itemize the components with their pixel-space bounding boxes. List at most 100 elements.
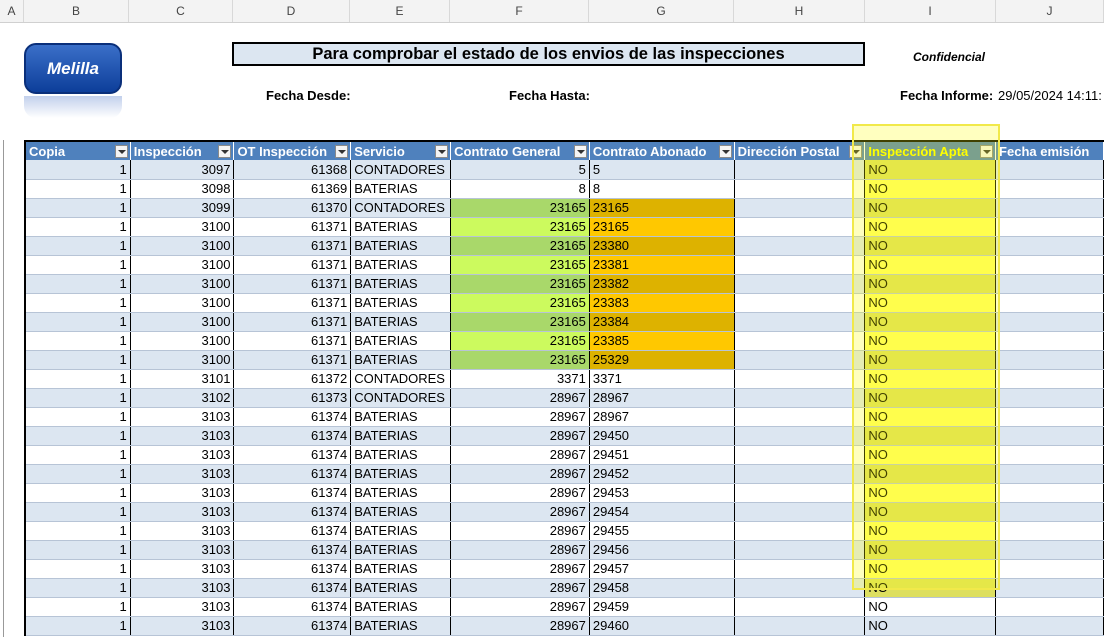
filter-dropdown-icon[interactable] — [335, 145, 349, 158]
cell-fecha-emision[interactable] — [995, 464, 1104, 484]
cell-contrato-abonado[interactable]: 29455 — [589, 521, 735, 541]
cell-ot-inspeccion[interactable]: 61374 — [233, 521, 352, 541]
cell-copia[interactable]: 1 — [26, 540, 131, 560]
cell-contrato-general[interactable]: 23165 — [450, 198, 590, 218]
cell-copia[interactable]: 1 — [26, 597, 131, 617]
column-header-e[interactable]: E — [350, 0, 450, 22]
column-header-h[interactable]: H — [734, 0, 865, 22]
cell-inspeccion-apta[interactable]: NO — [864, 559, 997, 579]
cell-copia[interactable]: 1 — [26, 293, 131, 313]
cell-copia[interactable]: 1 — [26, 331, 131, 351]
cell-fecha-emision[interactable] — [995, 217, 1104, 237]
cell-direccion-postal[interactable] — [734, 616, 866, 636]
cell-contrato-abonado[interactable]: 29451 — [589, 445, 735, 465]
cell-direccion-postal[interactable] — [734, 369, 866, 389]
cell-servicio[interactable]: BATERIAS — [350, 331, 452, 351]
column-header-g[interactable]: G — [589, 0, 734, 22]
filter-dropdown-icon[interactable] — [218, 145, 232, 158]
cell-direccion-postal[interactable] — [734, 217, 866, 237]
filter-dropdown-icon[interactable] — [114, 145, 128, 158]
header-contrato-abonado[interactable]: Contrato Abonado — [589, 142, 735, 160]
fecha-informe-value[interactable]: 29/05/2024 14:11: — [998, 88, 1102, 103]
cell-servicio[interactable]: CONTADORES — [350, 388, 452, 408]
cell-direccion-postal[interactable] — [734, 559, 866, 579]
cell-direccion-postal[interactable] — [734, 388, 866, 408]
cell-direccion-postal[interactable] — [734, 198, 866, 218]
cell-fecha-emision[interactable] — [995, 597, 1104, 617]
cell-ot-inspeccion[interactable]: 61371 — [233, 217, 352, 237]
cell-servicio[interactable]: BATERIAS — [350, 236, 452, 256]
cell-inspeccion-apta[interactable]: NO — [864, 407, 997, 427]
cell-inspeccion[interactable]: 3102 — [130, 388, 235, 408]
cell-inspeccion[interactable]: 3100 — [130, 293, 235, 313]
cell-inspeccion[interactable]: 3098 — [130, 179, 235, 199]
cell-ot-inspeccion[interactable]: 61371 — [233, 312, 352, 332]
header-fecha-emision[interactable]: Fecha emisión — [995, 142, 1104, 160]
cell-contrato-general[interactable]: 28967 — [450, 483, 590, 503]
filter-dropdown-icon[interactable] — [980, 145, 994, 158]
cell-inspeccion-apta[interactable]: NO — [864, 293, 997, 313]
cell-copia[interactable]: 1 — [26, 388, 131, 408]
cell-ot-inspeccion[interactable]: 61374 — [233, 578, 352, 598]
cell-inspeccion[interactable]: 3103 — [130, 483, 235, 503]
column-header-j[interactable]: J — [996, 0, 1104, 22]
cell-servicio[interactable]: BATERIAS — [350, 540, 452, 560]
header-inspeccion-apta[interactable]: Inspección Apta — [864, 142, 997, 160]
cell-inspeccion-apta[interactable]: NO — [864, 521, 997, 541]
cell-copia[interactable]: 1 — [26, 445, 131, 465]
cell-copia[interactable]: 1 — [26, 312, 131, 332]
cell-inspeccion-apta[interactable]: NO — [864, 502, 997, 522]
cell-contrato-abonado[interactable]: 29452 — [589, 464, 735, 484]
cell-contrato-abonado[interactable]: 23382 — [589, 274, 735, 294]
cell-contrato-abonado[interactable]: 25329 — [589, 350, 735, 370]
cell-ot-inspeccion[interactable]: 61374 — [233, 407, 352, 427]
confidential-label[interactable]: Confidencial — [913, 50, 986, 64]
cell-fecha-emision[interactable] — [995, 407, 1104, 427]
cell-contrato-abonado[interactable]: 23165 — [589, 217, 735, 237]
header-ot-inspeccion[interactable]: OT Inspección — [233, 142, 352, 160]
fecha-informe-label[interactable]: Fecha Informe: — [900, 88, 994, 103]
cell-inspeccion-apta[interactable]: NO — [864, 578, 997, 598]
cell-servicio[interactable]: BATERIAS — [350, 293, 452, 313]
cell-contrato-abonado[interactable]: 5 — [589, 160, 735, 180]
cell-direccion-postal[interactable] — [734, 407, 866, 427]
cell-contrato-general[interactable]: 28967 — [450, 559, 590, 579]
cell-inspeccion[interactable]: 3103 — [130, 578, 235, 598]
cell-servicio[interactable]: BATERIAS — [350, 217, 452, 237]
cell-ot-inspeccion[interactable]: 61371 — [233, 350, 352, 370]
cell-fecha-emision[interactable] — [995, 160, 1104, 180]
cell-inspeccion[interactable]: 3100 — [130, 236, 235, 256]
cell-contrato-abonado[interactable]: 28967 — [589, 388, 735, 408]
header-contrato-general[interactable]: Contrato General — [450, 142, 590, 160]
cell-servicio[interactable]: BATERIAS — [350, 312, 452, 332]
fecha-hasta-label[interactable]: Fecha Hasta: — [509, 88, 590, 103]
cell-inspeccion-apta[interactable]: NO — [864, 350, 997, 370]
cell-direccion-postal[interactable] — [734, 597, 866, 617]
cell-ot-inspeccion[interactable]: 61372 — [233, 369, 352, 389]
cell-inspeccion[interactable]: 3103 — [130, 521, 235, 541]
cell-direccion-postal[interactable] — [734, 502, 866, 522]
cell-copia[interactable]: 1 — [26, 217, 131, 237]
column-header-c[interactable]: C — [129, 0, 233, 22]
cell-servicio[interactable]: CONTADORES — [350, 369, 452, 389]
cell-inspeccion-apta[interactable]: NO — [864, 464, 997, 484]
cell-contrato-abonado[interactable]: 29458 — [589, 578, 735, 598]
cell-direccion-postal[interactable] — [734, 521, 866, 541]
cell-direccion-postal[interactable] — [734, 293, 866, 313]
cell-inspeccion-apta[interactable]: NO — [864, 388, 997, 408]
cell-copia[interactable]: 1 — [26, 483, 131, 503]
cell-ot-inspeccion[interactable]: 61369 — [233, 179, 352, 199]
cell-inspeccion-apta[interactable]: NO — [864, 445, 997, 465]
cell-copia[interactable]: 1 — [26, 369, 131, 389]
cell-inspeccion[interactable]: 3103 — [130, 616, 235, 636]
cell-direccion-postal[interactable] — [734, 179, 866, 199]
cell-contrato-general[interactable]: 28967 — [450, 464, 590, 484]
cell-inspeccion-apta[interactable]: NO — [864, 160, 997, 180]
cell-inspeccion[interactable]: 3103 — [130, 502, 235, 522]
cell-servicio[interactable]: BATERIAS — [350, 426, 452, 446]
cell-inspeccion[interactable]: 3103 — [130, 445, 235, 465]
cell-direccion-postal[interactable] — [734, 274, 866, 294]
cell-ot-inspeccion[interactable]: 61374 — [233, 426, 352, 446]
filter-dropdown-icon[interactable] — [718, 145, 732, 158]
cell-servicio[interactable]: CONTADORES — [350, 198, 452, 218]
